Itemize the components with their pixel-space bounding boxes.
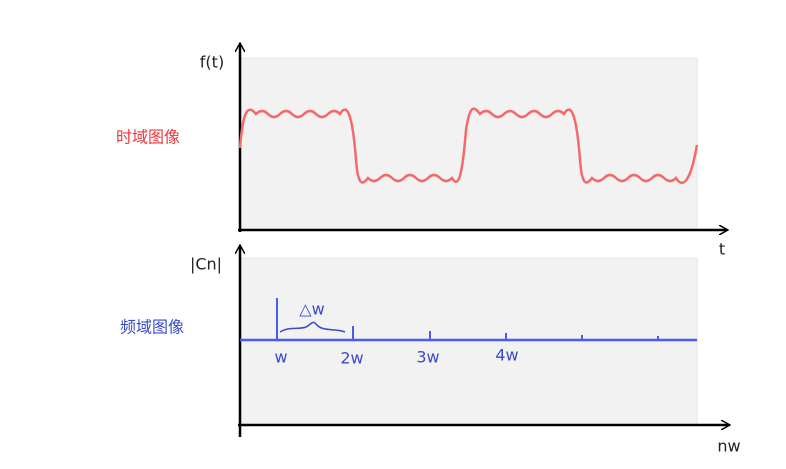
- harmonic-label: 3w: [416, 348, 439, 367]
- spectrum: [240, 298, 697, 342]
- time-panel: [240, 57, 698, 231]
- harmonic-label: 4w: [495, 346, 518, 365]
- x-label: t: [719, 240, 725, 259]
- waveform: [238, 107, 699, 184]
- harmonic-label: 2w: [340, 349, 363, 368]
- delta-label: △w: [299, 300, 324, 319]
- x-label: nw: [717, 437, 740, 456]
- y-label: f(t): [200, 53, 224, 72]
- panel-title: 时域图像: [116, 128, 180, 147]
- freq-panel: [240, 257, 698, 426]
- y-label: |Cn|: [190, 255, 222, 274]
- panel-title: 频域图像: [120, 318, 184, 337]
- harmonic-label: w: [274, 348, 287, 367]
- delta-curve: [279, 321, 346, 333]
